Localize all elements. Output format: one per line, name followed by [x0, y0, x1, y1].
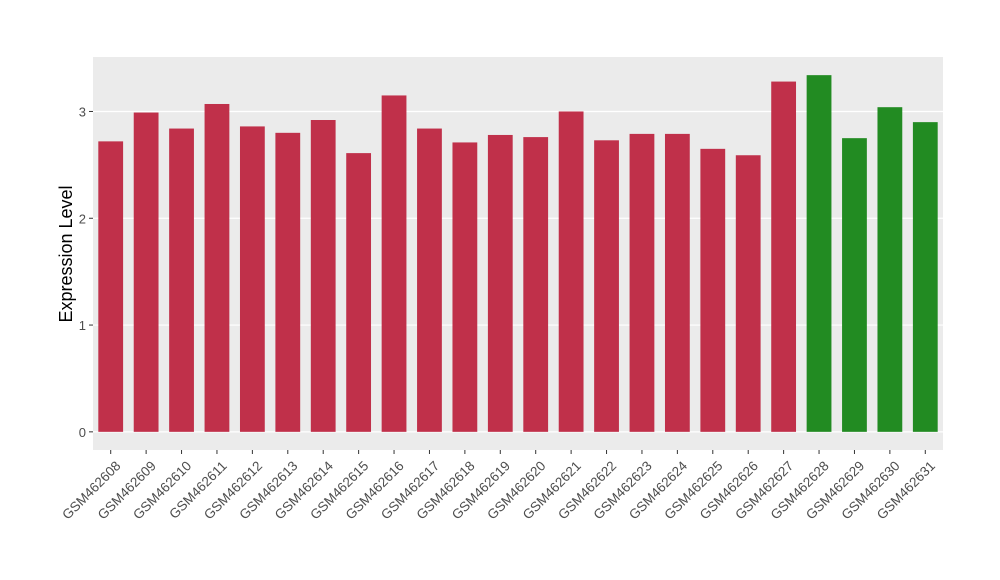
bar [487, 134, 513, 432]
bar [842, 138, 867, 432]
bar [204, 103, 230, 432]
bar [417, 128, 442, 432]
y-tick-label: 0 [79, 425, 86, 440]
y-tick-label: 2 [79, 211, 86, 226]
bar [346, 153, 372, 432]
panel [93, 57, 943, 450]
bar [239, 126, 265, 432]
bar [381, 95, 407, 432]
bar [98, 141, 124, 432]
y-tick-label: 1 [79, 318, 86, 333]
bar [664, 133, 690, 432]
bar [275, 132, 301, 432]
bar [452, 142, 478, 432]
bar [877, 107, 903, 432]
bar [771, 81, 797, 432]
y-tick-label: 3 [79, 104, 86, 119]
y-axis-title: Expression Level [56, 185, 76, 322]
bar [594, 140, 619, 432]
bar [169, 128, 194, 432]
bar [558, 111, 584, 432]
bar [700, 148, 726, 432]
bar [735, 155, 761, 432]
bar [310, 120, 336, 432]
bar [133, 112, 159, 432]
bar [629, 133, 655, 432]
bar [912, 122, 938, 432]
bar [523, 137, 549, 432]
bar [806, 75, 832, 432]
